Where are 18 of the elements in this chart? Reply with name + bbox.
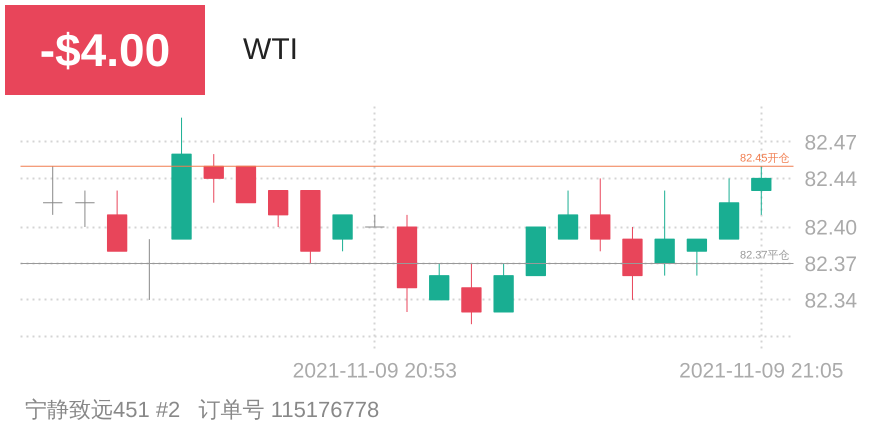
candlestick bbox=[364, 214, 385, 228]
x-tick-label: 2021-11-09 20:53 bbox=[292, 360, 457, 382]
ref-line-label: 82.37平仓 bbox=[740, 249, 790, 262]
candlestick bbox=[42, 166, 63, 216]
text: 宁静致远451 #2 订单号 115176778 bbox=[25, 396, 380, 424]
y-tick-label: 82.44 bbox=[804, 168, 858, 191]
candlestick bbox=[204, 154, 224, 204]
y-tick-label: 82.34 bbox=[804, 289, 858, 312]
chart-title: -$4.00 bbox=[40, 23, 170, 78]
y-tick-label: 82.40 bbox=[804, 216, 858, 240]
candlestick bbox=[751, 166, 772, 216]
ref-line-label: 82.45开仓 bbox=[740, 152, 790, 164]
candlestick bbox=[686, 238, 708, 276]
x-tick-label: 2021-11-09 21:05 bbox=[679, 360, 844, 382]
chart-subtitle: WTI bbox=[243, 32, 298, 68]
y-tick-label: 82.47 bbox=[804, 131, 858, 154]
candlestick bbox=[74, 190, 96, 228]
y-tick-label: 82.37 bbox=[804, 252, 858, 276]
